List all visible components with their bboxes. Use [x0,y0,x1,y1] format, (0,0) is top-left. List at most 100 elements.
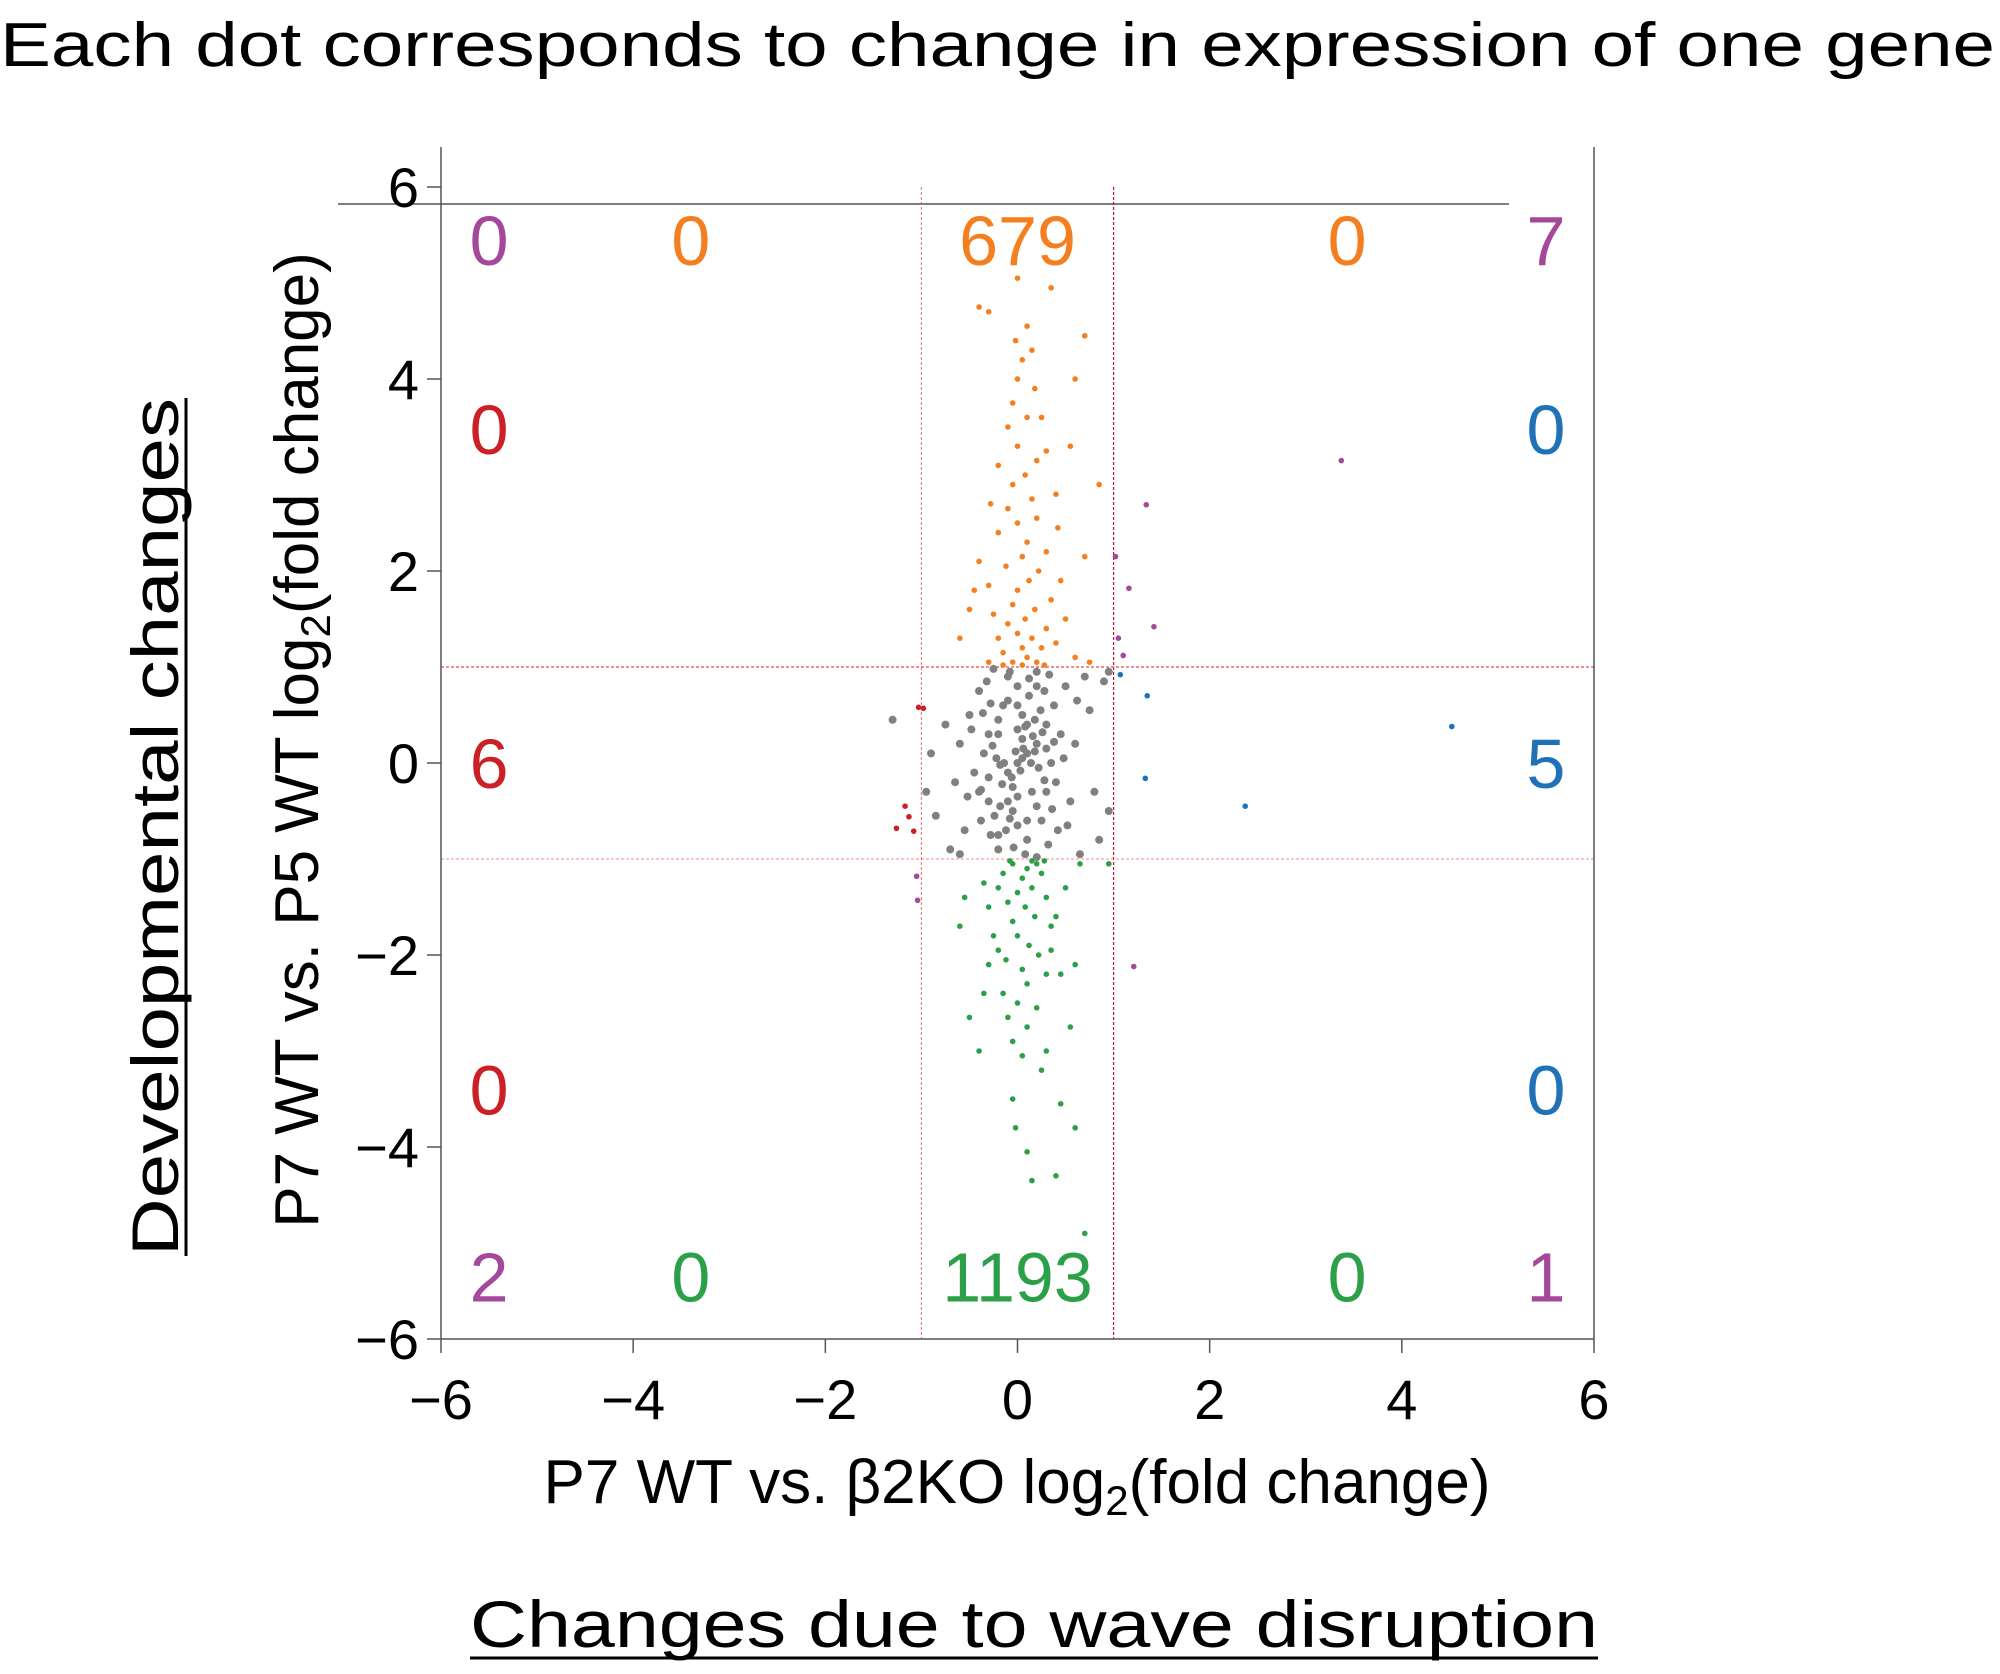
side-caption: Developmental changes [118,398,192,1256]
data-point-down_development [1003,957,1009,963]
data-point-down_development [1038,870,1045,877]
data-point-down_wave [906,813,912,820]
quadrant-count-label: 1193 [942,1239,1093,1317]
data-point-up_development [995,635,1002,641]
data-point-unchanged [1045,670,1054,679]
data-point-unchanged [1003,696,1012,705]
data-point-up_development [1048,597,1054,603]
data-point-unchanged [1099,677,1108,686]
data-point-down_development [1053,913,1059,920]
data-point-up_development [1062,616,1069,622]
data-point-unchanged [986,699,995,708]
data-point-both [1143,501,1150,508]
data-point-up_development [1031,385,1038,392]
data-point-unchanged [963,792,972,801]
y-axis-label-tail: (fold change) [263,252,332,614]
data-point-down_development [985,904,992,910]
data-point-down_development [976,1048,982,1054]
data-point-unchanged [888,715,897,724]
data-point-up_development [1035,568,1042,574]
data-point-unchanged [1003,797,1012,806]
y-axis-label-sub: 2 [292,614,339,637]
data-point-up_development [1055,525,1061,531]
quadrant-count-label: 6 [470,725,509,803]
x-axis-label-main: P7 WT vs. β2KO log [544,1448,1106,1517]
data-point-unchanged [979,749,988,758]
data-point-unchanged [1007,773,1016,782]
data-points [888,275,1455,1237]
data-point-down_development [1009,1038,1016,1045]
data-point-down_development [961,894,968,901]
data-point-down_wave [920,705,927,712]
bottom-caption: Changes due to wave disruption [470,1587,1598,1661]
data-point-unchanged [955,850,964,859]
data-point-unchanged [965,711,974,719]
data-point-unchanged [1001,826,1010,835]
data-point-up_development [1067,443,1074,450]
data-point-down_development [1072,961,1078,968]
data-point-unchanged [984,730,993,739]
data-point-unchanged [1085,706,1094,715]
data-point-unchanged [1071,739,1080,748]
data-point-unchanged [1030,715,1039,724]
data-point-down_development [1024,1024,1030,1030]
data-point-down_development [1043,971,1050,977]
data-point-unchanged [996,760,1005,769]
data-point-unchanged [1013,682,1022,691]
data-point-up_wave [1142,775,1149,782]
data-point-up_development [1096,481,1102,488]
data-point-unchanged [1013,725,1022,734]
data-point-unchanged [1059,754,1068,763]
data-point-up_development [1000,662,1006,668]
data-point-up_development [1033,659,1040,665]
x-axis-label-tail: (fold change) [1129,1448,1491,1517]
data-point-unchanged [996,802,1005,811]
data-point-unchanged [998,780,1007,789]
data-point-up_development [1031,606,1038,613]
data-point-up_development [1038,414,1045,421]
data-point-unchanged [986,831,995,839]
y-tick-label: 6 [388,156,419,219]
quadrant-count-label: 2 [470,1239,509,1317]
data-point-up_development [1014,443,1021,450]
data-point-up_development [1057,577,1064,584]
data-point-up_development [1014,520,1021,526]
data-point-unchanged [955,739,964,748]
data-point-down_development [1014,1000,1021,1006]
data-point-up_development [1024,654,1030,661]
data-point-both [1120,652,1126,659]
data-point-up_development [1043,448,1050,454]
data-point-up_development [1019,662,1026,668]
data-point-up_development [1081,333,1088,339]
data-point-down_development [1062,885,1069,891]
data-point-unchanged [1032,667,1041,676]
x-tick-label: −6 [409,1368,473,1431]
data-point-unchanged [1061,682,1070,691]
data-point-up_development [1072,376,1078,382]
data-point-up_development [1014,275,1021,282]
data-point-unchanged [1013,792,1022,801]
x-tick-label: 2 [1194,1368,1225,1431]
data-point-down_development [966,1014,973,1021]
data-point-unchanged [1095,835,1104,844]
data-point-up_development [990,611,997,617]
data-point-up_development [1024,414,1030,421]
data-point-up_development [1005,424,1011,430]
data-point-unchanged [1032,802,1041,811]
data-point-unchanged [1104,807,1113,815]
data-point-unchanged [975,687,984,695]
y-tick-label: −6 [355,1308,419,1371]
data-point-unchanged [1044,840,1053,849]
data-point-up_development [1043,625,1050,632]
data-point-unchanged [1090,787,1099,796]
y-tick-label: 2 [388,540,419,603]
data-point-down_development [985,961,992,968]
data-point-down_development [1033,861,1040,867]
quadrant-count-label: 0 [671,1239,710,1317]
data-point-up_wave [1117,671,1124,678]
data-point-unchanged [1037,816,1046,825]
data-point-down_development [1009,1096,1016,1102]
data-point-unchanged [1011,747,1020,756]
data-point-up_development [1009,659,1016,665]
data-point-unchanged [976,816,985,825]
